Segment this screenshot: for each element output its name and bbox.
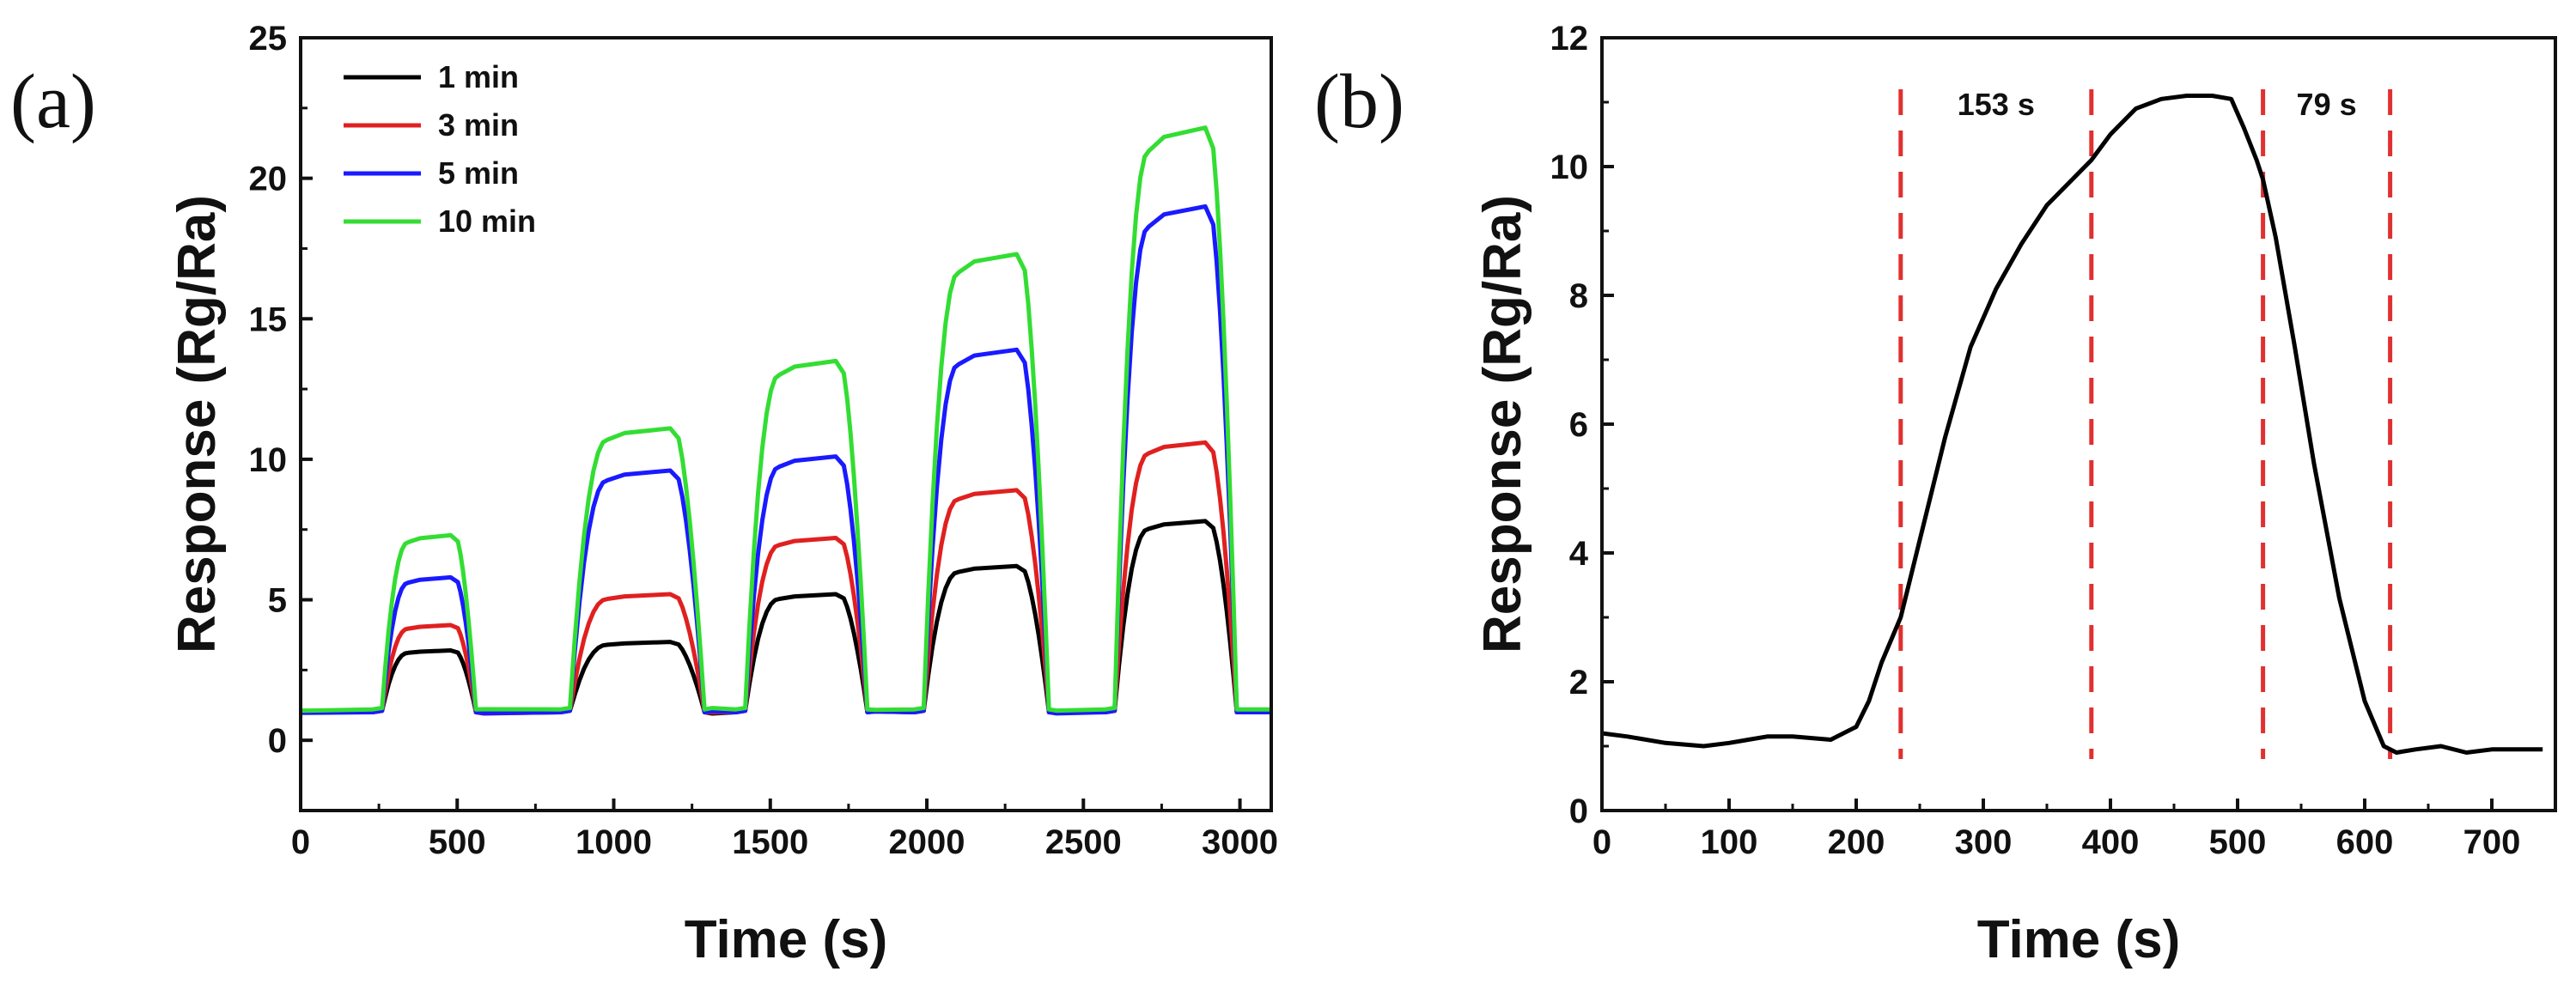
b-xtick-label: 200	[1828, 823, 1885, 861]
chart-panel-a: 0 500 1000 1500 2000 2500 3000 0 5 10 15 20 25 1 min…	[167, 20, 1278, 969]
b-ytick-label: 8	[1569, 277, 1588, 315]
b-xtick-label: 400	[2082, 823, 2140, 861]
a-xtick-label: 3000	[1202, 823, 1278, 861]
b-xtick-label: 500	[2209, 823, 2267, 861]
y-axis-title-b: Response (Rg/Ra)	[1473, 195, 1532, 653]
a-ytick-label: 5	[268, 582, 287, 620]
annotation-rise-time: 153 s	[1958, 87, 2035, 122]
a-xtick-label: 2500	[1045, 823, 1122, 861]
panel-label-a: (a)	[10, 59, 96, 144]
a-xtick-label: 0	[291, 823, 310, 861]
panel-label-b: (b)	[1314, 59, 1404, 144]
a-ytick-label: 15	[249, 301, 288, 338]
b-ytick-label: 0	[1569, 793, 1588, 830]
y-axis-title-a: Response (Rg/Ra)	[167, 195, 227, 653]
b-ytick-label: 12	[1550, 20, 1589, 58]
b-ytick-label: 6	[1569, 406, 1588, 444]
b-xtick-label: 700	[2463, 823, 2521, 861]
annotation-recovery-time: 79 s	[2297, 87, 2357, 122]
b-xtick-label: 100	[1701, 823, 1758, 861]
legend-label-10min: 10 min	[438, 203, 536, 239]
plot-frame-a	[299, 36, 1273, 812]
series-line-3min	[300, 440, 1271, 716]
b-xtick-label: 600	[2336, 823, 2394, 861]
legend-label-3min: 3 min	[438, 107, 519, 143]
legend-label-5min: 5 min	[438, 155, 519, 191]
legend-a: 1 min 3 min 5 min 10 min	[344, 59, 536, 239]
series-line-10min	[300, 125, 1271, 714]
b-xtick-label: 300	[1955, 823, 2013, 861]
a-xtick-label: 2000	[889, 823, 965, 861]
x-axis-title-a: Time (s)	[685, 910, 888, 969]
series-line-5min	[300, 203, 1271, 716]
x-axis-title-b: Time (s)	[1977, 910, 2181, 969]
series-line-response	[1601, 94, 2543, 755]
b-xtick-label: 0	[1592, 823, 1611, 861]
plot-frame-b	[1600, 36, 2557, 812]
a-ytick-label: 20	[249, 161, 288, 198]
b-ytick-label: 10	[1550, 149, 1589, 186]
a-xtick-label: 1500	[732, 823, 808, 861]
a-xtick-label: 500	[429, 823, 486, 861]
a-ytick-label: 25	[249, 20, 288, 58]
a-ytick-label: 0	[268, 722, 287, 760]
chart-panel-b: 0 100 200 300 400 500 600 700 0 2 4 6 8 10 12 153 s 79…	[1473, 20, 2557, 969]
legend-label-1min: 1 min	[438, 59, 519, 94]
b-ytick-label: 2	[1569, 664, 1588, 701]
a-ytick-label: 10	[249, 441, 288, 479]
a-xtick-label: 1000	[575, 823, 652, 861]
b-ytick-label: 4	[1569, 535, 1589, 573]
